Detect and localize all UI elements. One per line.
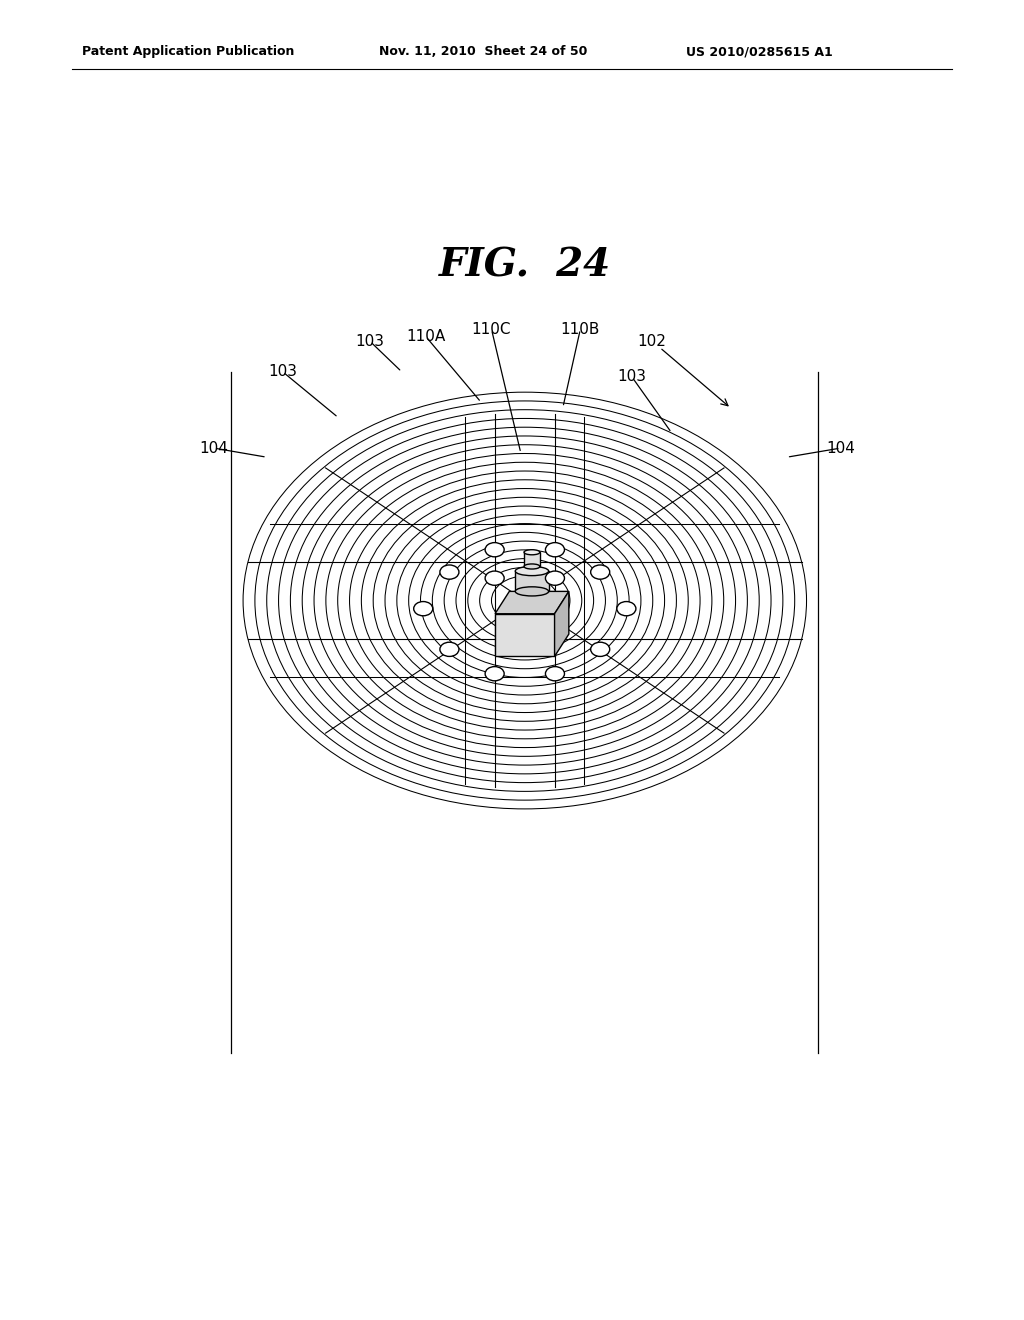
Ellipse shape	[616, 602, 636, 615]
Ellipse shape	[546, 667, 564, 681]
Ellipse shape	[524, 549, 540, 554]
Ellipse shape	[591, 565, 609, 579]
Text: 110A: 110A	[406, 329, 445, 343]
Text: 110B: 110B	[561, 322, 600, 337]
Text: 103: 103	[268, 364, 297, 379]
Text: 110C: 110C	[472, 322, 511, 337]
Ellipse shape	[440, 643, 459, 656]
Text: 103: 103	[617, 370, 646, 384]
Ellipse shape	[440, 565, 459, 579]
Ellipse shape	[546, 543, 564, 557]
Text: 104: 104	[826, 441, 855, 455]
Ellipse shape	[485, 572, 504, 585]
Text: FIG.  24: FIG. 24	[438, 246, 611, 284]
Text: 104: 104	[200, 441, 228, 455]
Polygon shape	[495, 614, 555, 656]
Text: Patent Application Publication: Patent Application Publication	[82, 45, 294, 58]
Polygon shape	[495, 591, 569, 614]
Ellipse shape	[515, 566, 549, 576]
Text: 103: 103	[355, 334, 385, 348]
Ellipse shape	[485, 667, 504, 681]
Ellipse shape	[414, 602, 433, 615]
Polygon shape	[555, 591, 569, 656]
Text: Nov. 11, 2010  Sheet 24 of 50: Nov. 11, 2010 Sheet 24 of 50	[379, 45, 587, 58]
Ellipse shape	[515, 587, 549, 595]
Text: 102: 102	[637, 334, 667, 348]
Ellipse shape	[485, 543, 504, 557]
Ellipse shape	[591, 643, 609, 656]
Ellipse shape	[524, 564, 540, 569]
Ellipse shape	[546, 572, 564, 585]
Text: US 2010/0285615 A1: US 2010/0285615 A1	[686, 45, 833, 58]
FancyBboxPatch shape	[524, 552, 540, 566]
FancyBboxPatch shape	[515, 572, 549, 591]
